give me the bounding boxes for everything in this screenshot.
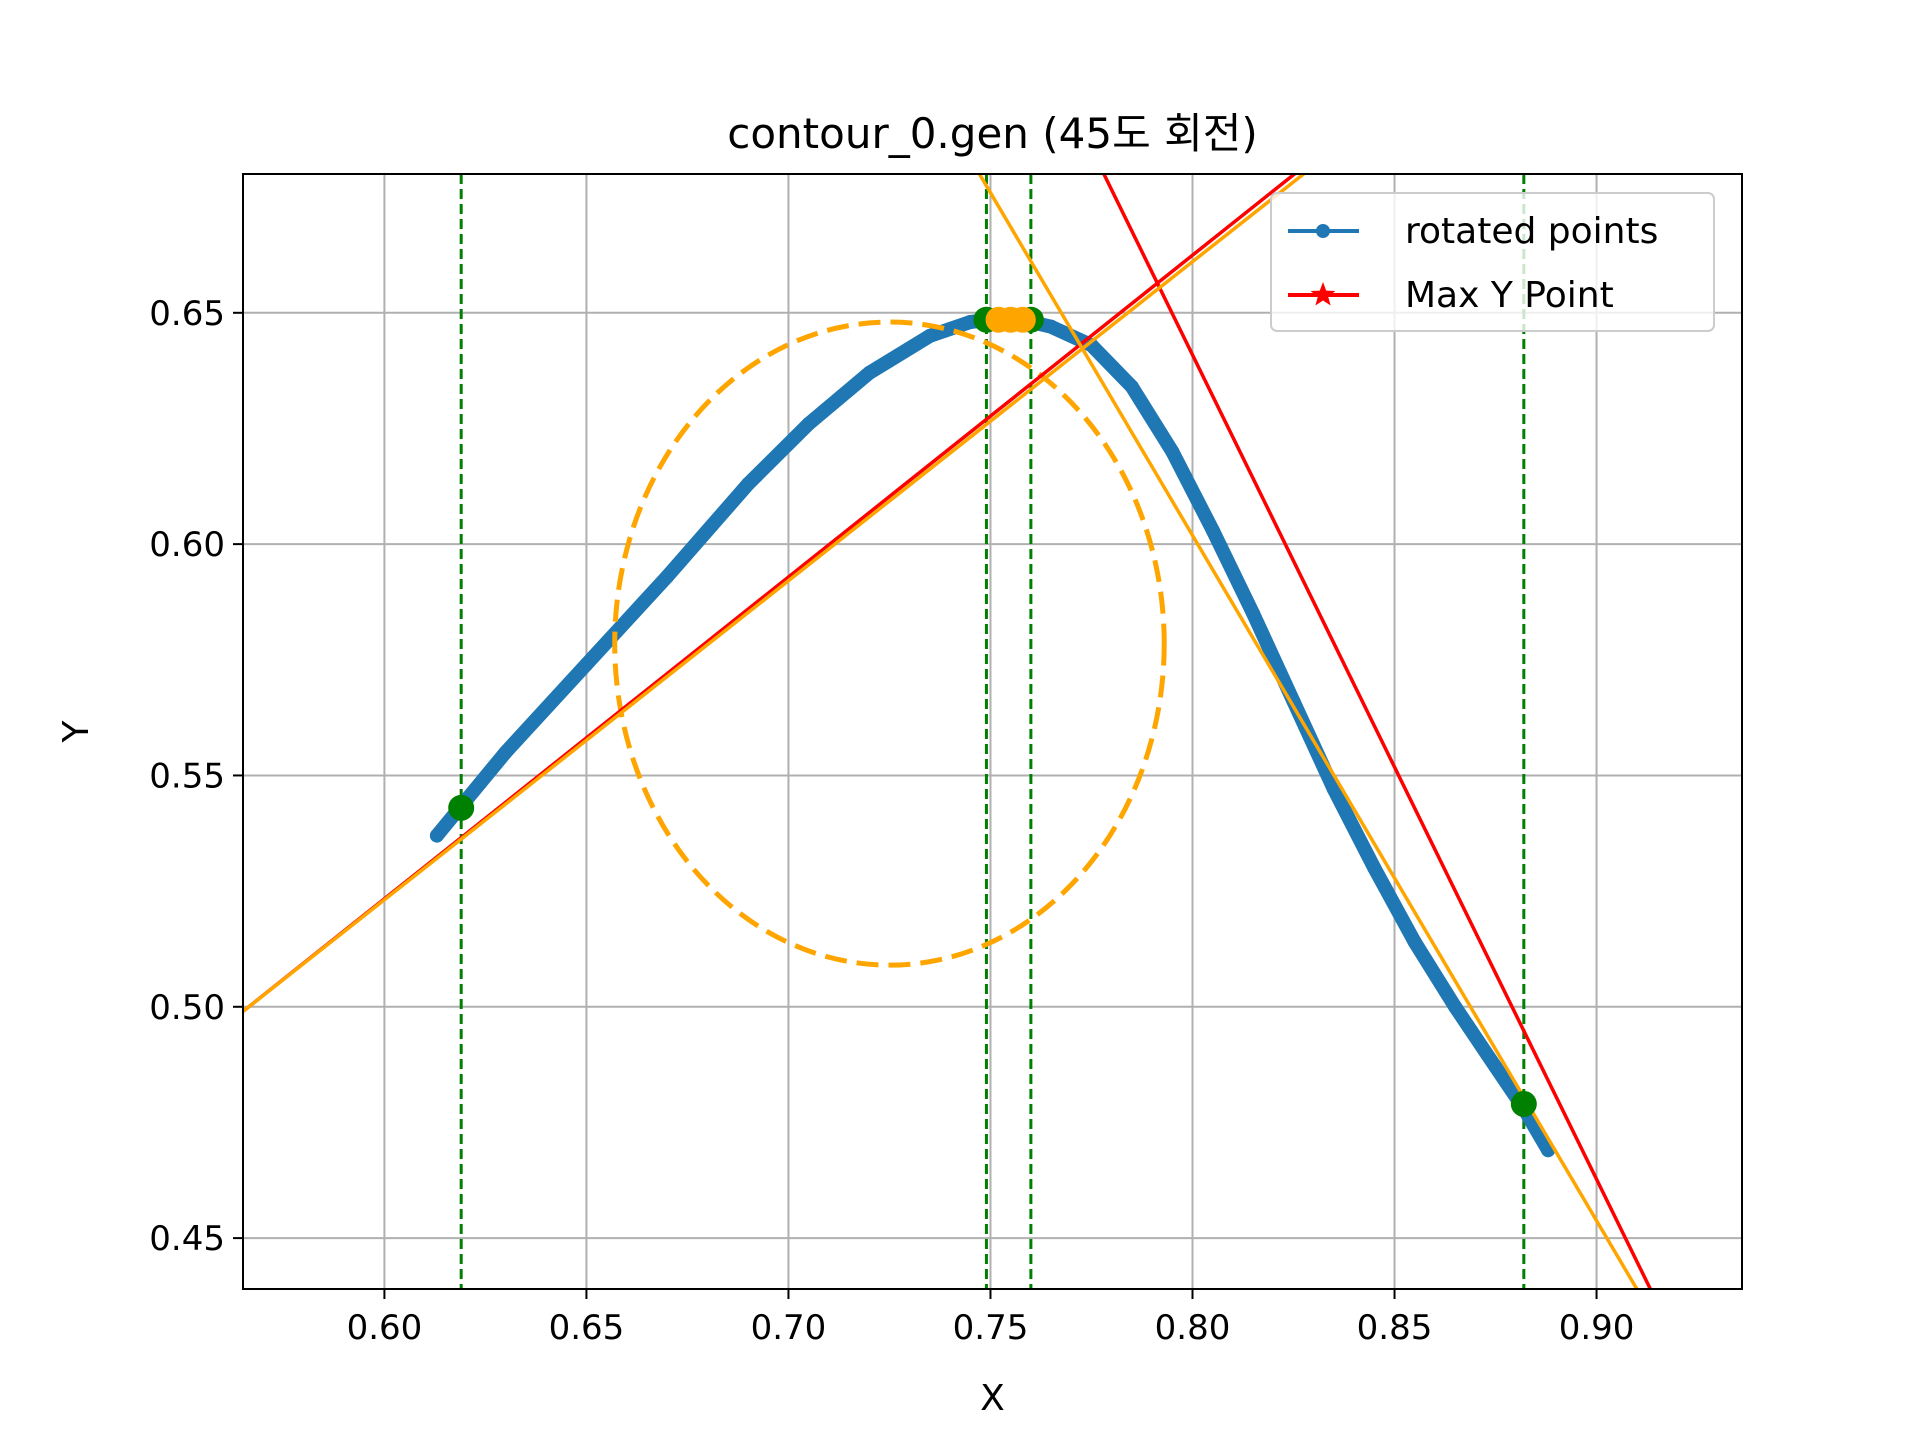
x-tick-label: 0.65 bbox=[549, 1308, 625, 1348]
x-tick-label: 0.80 bbox=[1155, 1308, 1231, 1348]
legend-box bbox=[1270, 192, 1715, 332]
rotated-point bbox=[1407, 935, 1422, 950]
x-tick-label: 0.90 bbox=[1559, 1308, 1635, 1348]
legend-star-marker bbox=[1310, 282, 1336, 306]
rotated-point bbox=[1124, 379, 1139, 394]
x-axis-label: X bbox=[980, 1378, 1005, 1419]
y-tick-label: 0.55 bbox=[149, 756, 225, 796]
rotated-point bbox=[498, 745, 513, 760]
legend-label: rotated points bbox=[1405, 211, 1658, 252]
legend-label: Max Y Point bbox=[1405, 275, 1614, 316]
rotated-point bbox=[660, 569, 675, 584]
plot-frame bbox=[242, 173, 1743, 1290]
y-tick-label: 0.50 bbox=[149, 988, 225, 1028]
rotated-point bbox=[922, 328, 937, 343]
y-tick-label: 0.45 bbox=[149, 1219, 225, 1259]
axis-ticks: 0.60 0.65 0.70 0.75 0.80 0.85 0.90 0.45 0.50 0.55… bbox=[149, 294, 1634, 1348]
y-tick-label: 0.60 bbox=[149, 525, 225, 565]
green-marker bbox=[448, 794, 475, 821]
legend-dot-marker bbox=[1316, 224, 1330, 238]
plot-area bbox=[243, 174, 1653, 1289]
rotated-point bbox=[1084, 338, 1099, 353]
rotated-point bbox=[1367, 860, 1382, 875]
red-tangent-line bbox=[1101, 174, 1653, 1289]
chart-title: contour_0.gen (45도 회전) bbox=[727, 109, 1258, 158]
orange-marker bbox=[1009, 306, 1036, 333]
legend: rotated points Max Y Point bbox=[1270, 192, 1715, 332]
green-marker bbox=[1510, 1090, 1537, 1117]
x-tick-label: 0.75 bbox=[953, 1308, 1029, 1348]
fitted-ellipse bbox=[612, 319, 1167, 968]
x-tick-label: 0.60 bbox=[347, 1308, 423, 1348]
rotated-point bbox=[1326, 782, 1341, 797]
rotated-point bbox=[1165, 444, 1180, 459]
orange-tangent-line bbox=[243, 174, 1307, 1013]
grid-lines bbox=[243, 174, 1742, 1289]
y-tick-label: 0.65 bbox=[149, 294, 225, 334]
rotated-point bbox=[1044, 319, 1059, 334]
rotated-point bbox=[1488, 1059, 1503, 1074]
rotated-point bbox=[579, 657, 594, 672]
y-axis-label: Y bbox=[56, 720, 97, 744]
rotated-point bbox=[1205, 523, 1220, 538]
rotated-point bbox=[801, 416, 816, 431]
rotated-point bbox=[1246, 606, 1261, 621]
rotated-point bbox=[862, 365, 877, 380]
rotated-points-line bbox=[429, 310, 1556, 1158]
rotated-point bbox=[429, 828, 444, 843]
orange-tangent-line bbox=[977, 174, 1639, 1289]
x-tick-label: 0.70 bbox=[751, 1308, 827, 1348]
rotated-point bbox=[741, 476, 756, 491]
rotated-point bbox=[1448, 999, 1463, 1014]
x-tick-label: 0.85 bbox=[1357, 1308, 1433, 1348]
